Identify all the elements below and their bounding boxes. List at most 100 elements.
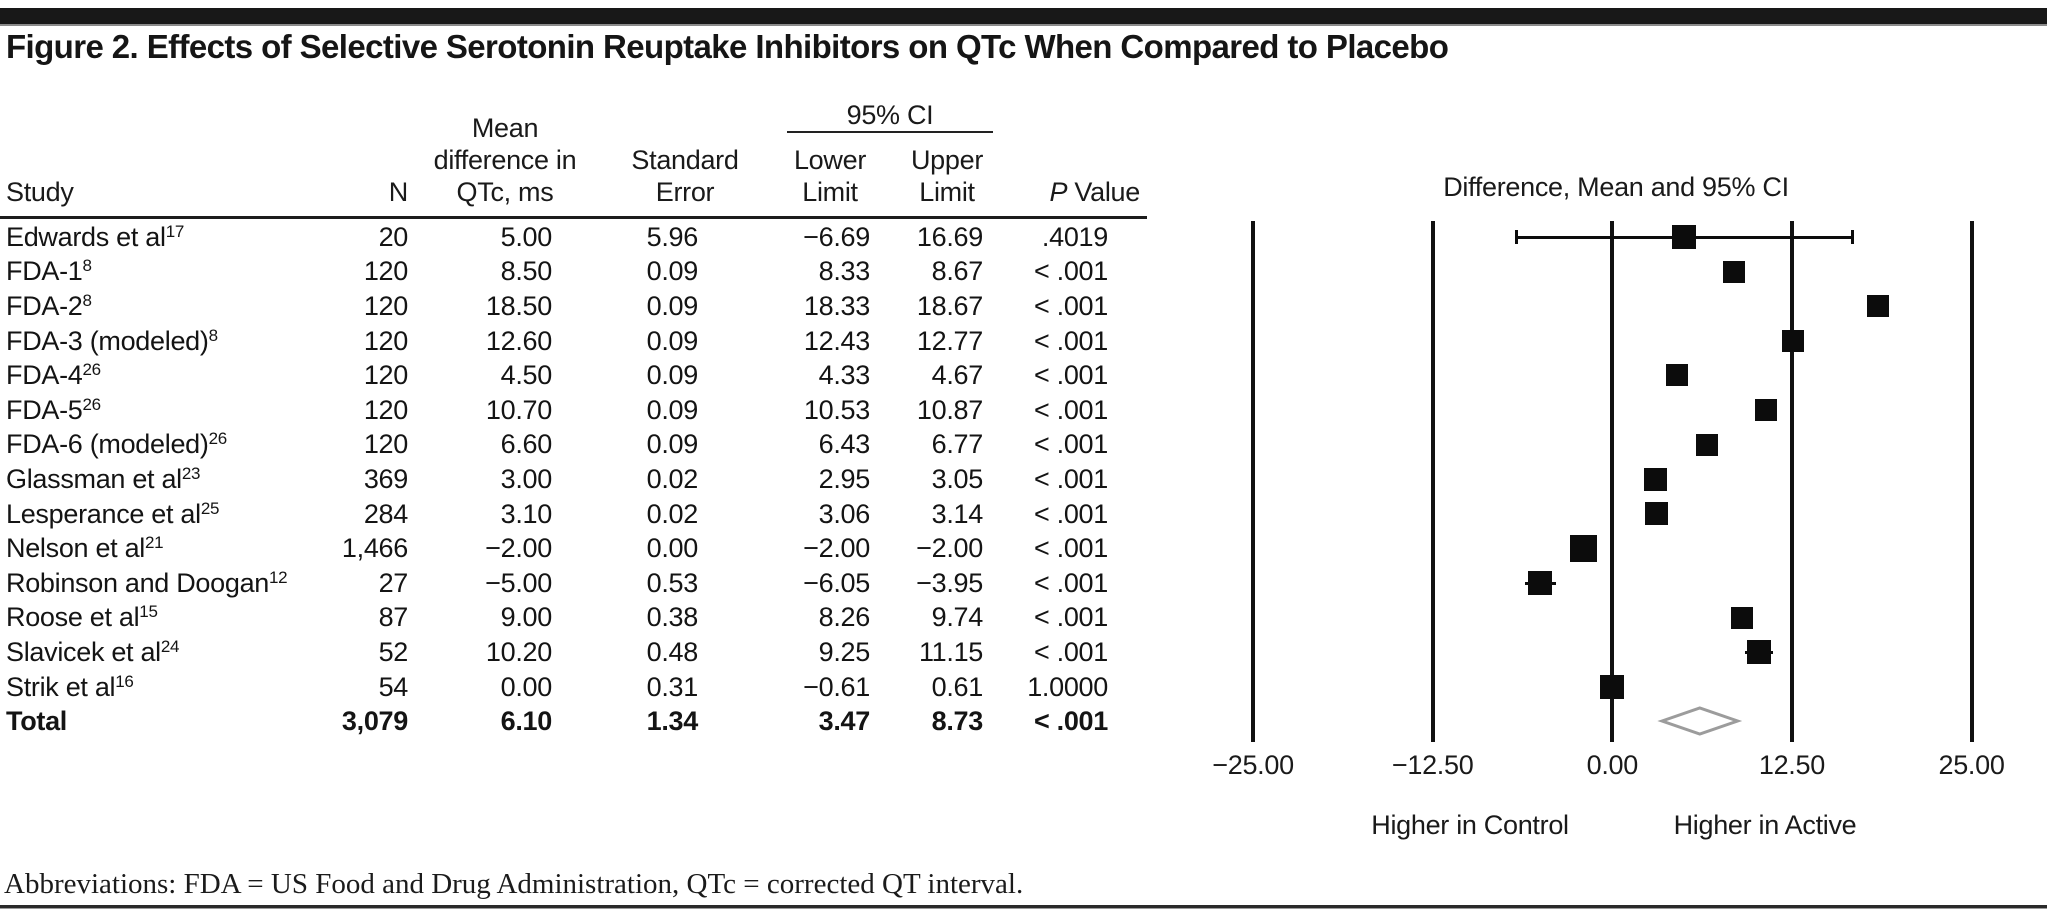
- cell-p: < .001: [1033, 429, 1108, 460]
- cell-upper: −3.95: [916, 567, 983, 598]
- forest-ci-endcap: [1514, 230, 1518, 244]
- cell-mean: 10.70: [485, 394, 552, 425]
- cell-n: 120: [363, 429, 408, 460]
- cell-p: < .001: [1033, 360, 1108, 391]
- cell-n: 20: [378, 221, 409, 252]
- table-row: Strik et al16 54 0.00 0.31 −0.61 0.61 1.0000: [0, 670, 1147, 705]
- forest-square: [1672, 225, 1697, 249]
- table-row: Nelson et al21 1,466 −2.00 0.00 −2.00 −2.00 < …: [0, 531, 1147, 566]
- cell-mean: −2.00: [485, 533, 552, 564]
- cell-lower: 3.06: [818, 498, 871, 529]
- forest-square: [1643, 467, 1667, 491]
- cell-p: < .001: [1033, 463, 1108, 494]
- cell-study: Lesperance et al25: [6, 498, 220, 529]
- cell-lower: 12.43: [803, 325, 870, 356]
- forest-square: [1528, 571, 1553, 595]
- forest-square: [1665, 364, 1688, 387]
- table-row: Robinson and Doogan12 27 −5.00 0.53 −6.05 −3.…: [0, 566, 1147, 601]
- cell-se: 0.38: [646, 602, 699, 633]
- cell-mean: 0.00: [500, 671, 553, 702]
- axis-gridline: [1969, 221, 1974, 742]
- col-header-p-value: P Value: [1049, 177, 1141, 207]
- cell-p: < .001: [1033, 567, 1108, 598]
- table-row: FDA-6 (modeled)26 120 6.60 0.09 6.43 6.77 < .0…: [0, 427, 1147, 462]
- cell-mean: 5.00: [500, 221, 553, 252]
- cell-mean: 10.20: [485, 636, 552, 667]
- cell-p: 1.0000: [1027, 671, 1108, 702]
- forest-square: [1645, 502, 1669, 526]
- cell-lower: 3.47: [818, 706, 871, 737]
- axis-tick-label: 12.50: [1758, 750, 1825, 780]
- table-row: Lesperance et al25 284 3.10 0.02 3.06 3.14 < .…: [0, 497, 1147, 532]
- cell-n: 1,466: [341, 533, 408, 564]
- cell-p: < .001: [1033, 256, 1108, 287]
- cell-study: Strik et al16: [6, 671, 134, 702]
- cell-lower: 9.25: [818, 636, 871, 667]
- cell-se: 0.09: [646, 394, 699, 425]
- cell-se: 0.09: [646, 325, 699, 356]
- cell-upper: 3.14: [931, 498, 984, 529]
- cell-study: Glassman et al23: [6, 463, 201, 494]
- cell-study: FDA-526: [6, 394, 101, 425]
- cell-p: < .001: [1033, 706, 1108, 737]
- cell-study: FDA-426: [6, 360, 101, 391]
- axis-tick-label: −12.50: [1391, 750, 1474, 780]
- cell-study: Robinson and Doogan12: [6, 567, 288, 598]
- col-header-upper-limit: Upper Limit: [910, 145, 984, 207]
- forest-square: [1746, 640, 1771, 665]
- cell-n: 120: [363, 360, 408, 391]
- forest-square: [1570, 534, 1598, 562]
- cell-mean: 3.00: [500, 463, 553, 494]
- forest-square: [1730, 606, 1753, 629]
- table-row: FDA-28 120 18.50 0.09 18.33 18.67 < .001: [0, 289, 1147, 324]
- table-row: Glassman et al23 369 3.00 0.02 2.95 3.05 < .00…: [0, 462, 1147, 497]
- cell-upper: 6.77: [931, 429, 984, 460]
- table-row: FDA-18 120 8.50 0.09 8.33 8.67 < .001: [0, 254, 1147, 289]
- cell-upper: 0.61: [931, 671, 984, 702]
- cell-upper: 12.77: [916, 325, 983, 356]
- cell-p: < .001: [1033, 533, 1108, 564]
- cell-n: 284: [363, 498, 408, 529]
- cell-p: .4019: [1041, 221, 1108, 252]
- table-row: Roose et al15 87 9.00 0.38 8.26 9.74 < .001: [0, 600, 1147, 635]
- cell-upper: 18.67: [916, 290, 983, 321]
- cell-mean: 6.60: [500, 429, 553, 460]
- cell-n: 52: [378, 636, 409, 667]
- cell-n: 120: [363, 290, 408, 321]
- forest-square: [1600, 674, 1625, 699]
- top-rule-bar: [0, 8, 2047, 26]
- cell-se: 0.53: [646, 567, 699, 598]
- cell-se: 0.09: [646, 360, 699, 391]
- cell-n: 3,079: [341, 706, 408, 737]
- cell-lower: 6.43: [818, 429, 871, 460]
- col-header-study: Study: [6, 177, 74, 207]
- cell-lower: −6.05: [803, 567, 870, 598]
- cell-p: < .001: [1033, 290, 1108, 321]
- cell-lower: −6.69: [803, 221, 870, 252]
- axis-gridline: [1251, 221, 1256, 742]
- forest-square: [1723, 260, 1746, 283]
- cell-study: Slavicek et al24: [6, 636, 180, 667]
- summary-diamond: [1657, 706, 1743, 736]
- cell-upper: −2.00: [916, 533, 983, 564]
- table-row: Edwards et al17 20 5.00 5.96 −6.69 16.69 .4019: [0, 220, 1147, 255]
- axis-gridline: [1789, 221, 1794, 742]
- forest-ci-endcap: [1850, 230, 1854, 244]
- cell-se: 1.34: [646, 706, 699, 737]
- cell-study: Total: [6, 706, 67, 737]
- cell-se: 0.00: [646, 533, 699, 564]
- forest-square: [1696, 433, 1719, 456]
- cell-se: 0.02: [646, 463, 699, 494]
- cell-upper: 11.15: [918, 636, 983, 667]
- cell-p: < .001: [1033, 602, 1108, 633]
- cell-study: Roose et al15: [6, 602, 158, 633]
- axis-gridline: [1430, 221, 1435, 742]
- cell-study: Edwards et al17: [6, 221, 184, 252]
- cell-lower: 10.53: [803, 394, 870, 425]
- col-header-n: N: [388, 177, 409, 207]
- cell-mean: 3.10: [500, 498, 553, 529]
- cell-se: 0.09: [646, 290, 699, 321]
- cell-n: 54: [378, 671, 409, 702]
- col-header-standard-error: Standard Error: [631, 145, 739, 207]
